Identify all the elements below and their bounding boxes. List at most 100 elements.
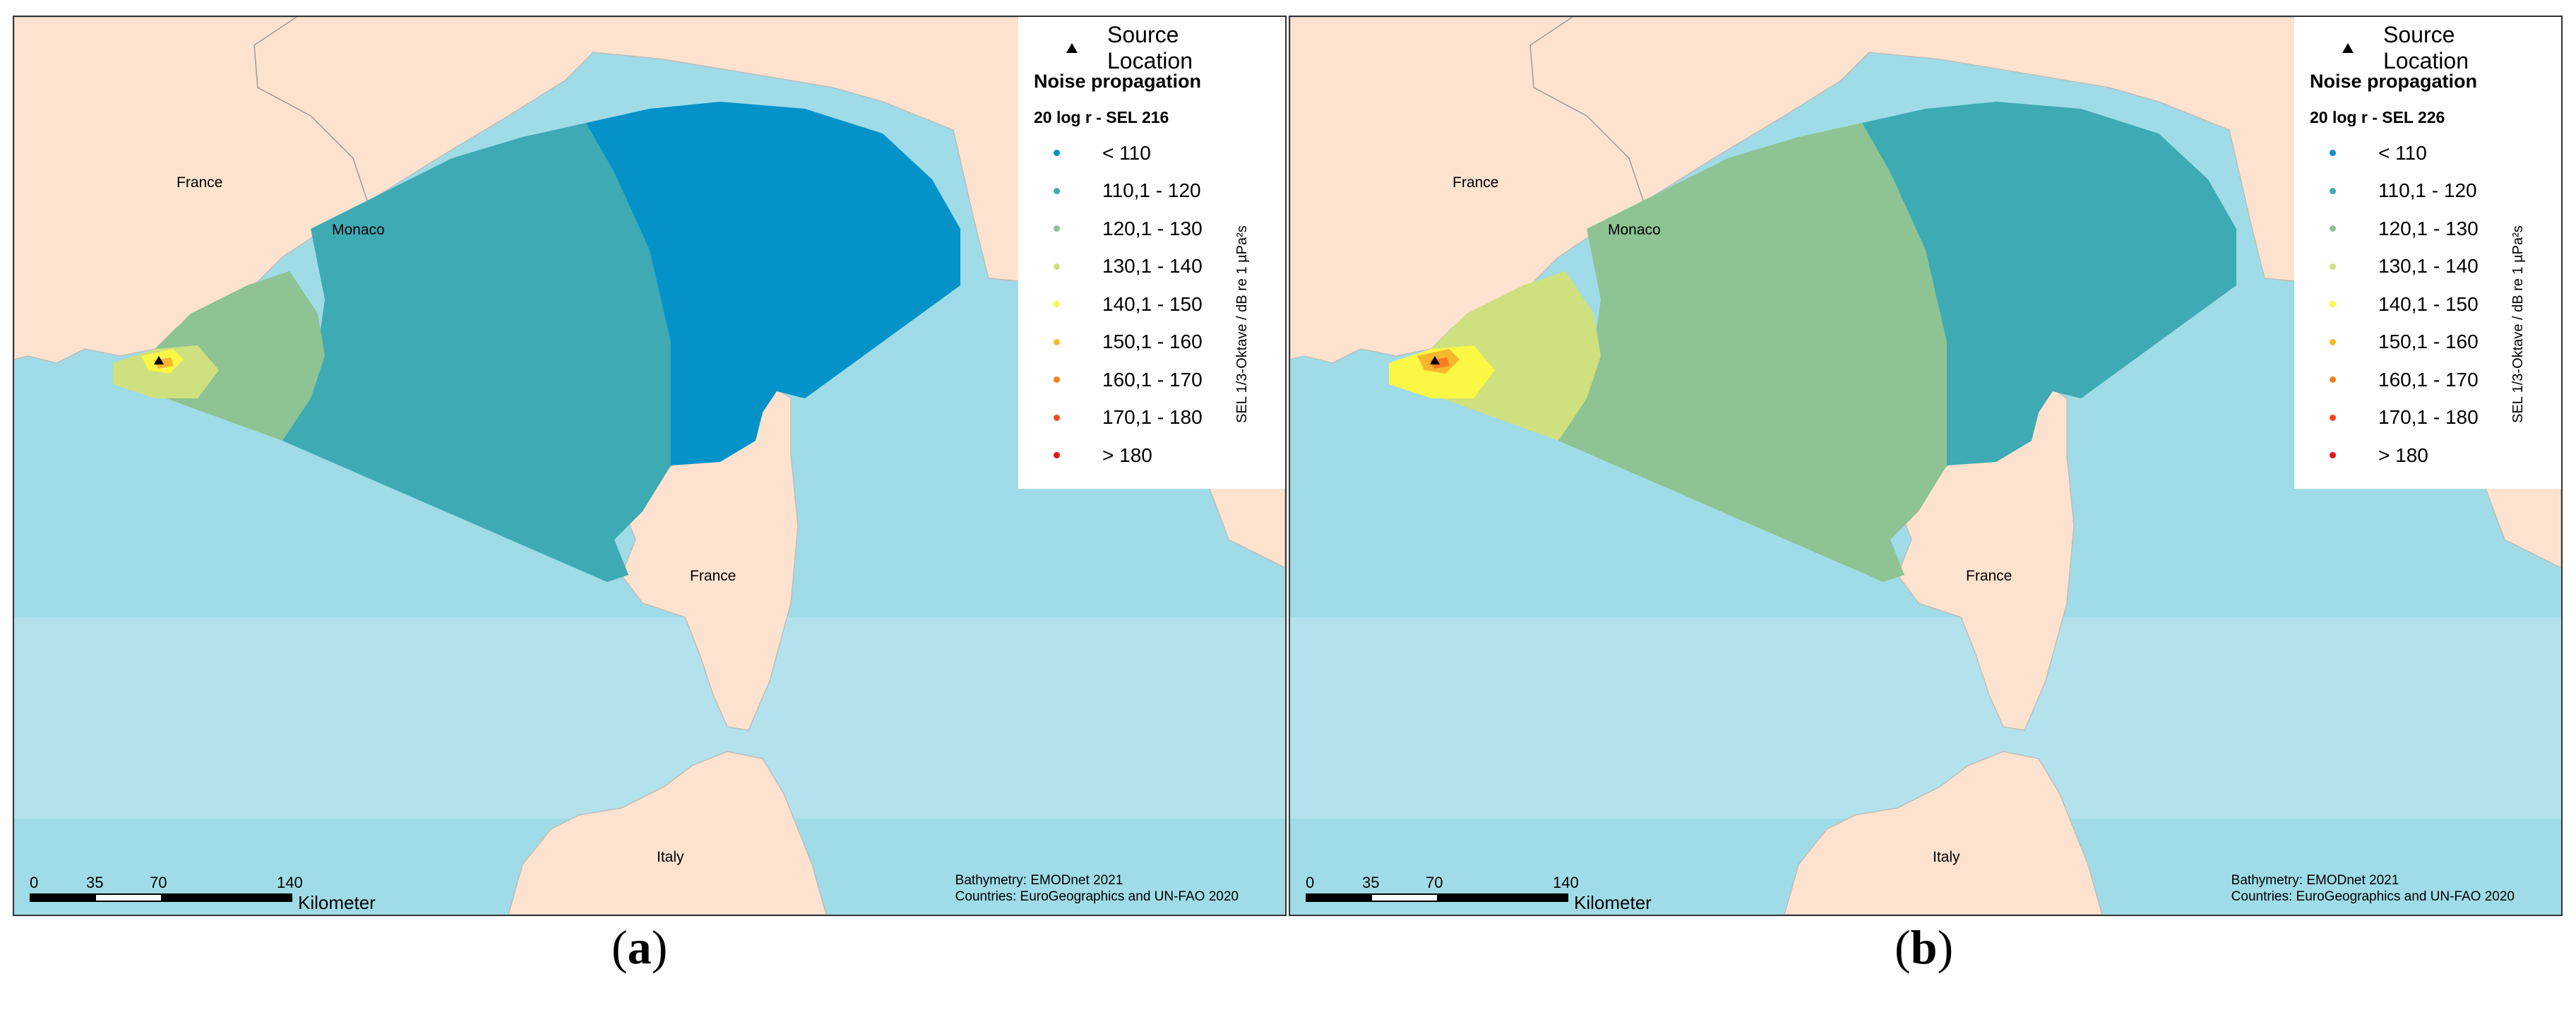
- label-italy: Italy: [1933, 849, 1960, 865]
- legend-swatch: [2330, 301, 2336, 308]
- credit-countries: Countries: EuroGeographics and UN-FAO 20…: [955, 889, 1239, 904]
- caption-letter: b: [1910, 920, 1938, 974]
- legend: Source Location Noise propagation 20 log…: [2294, 17, 2561, 489]
- legend-item: > 180: [1034, 436, 1270, 475]
- zone-110-120: [282, 123, 671, 582]
- map-credits: Bathymetry: EMODnet 2021 Countries: Euro…: [2231, 872, 2515, 905]
- map-credits: Bathymetry: EMODnet 2021 Countries: Euro…: [955, 872, 1239, 905]
- legend-swatch: [1054, 414, 1060, 421]
- scale-tick: 35: [86, 874, 104, 891]
- legend-item-label: < 110: [2378, 141, 2427, 164]
- legend-item: 170,1 - 180: [2310, 399, 2546, 437]
- legend-swatch: [1054, 187, 1060, 194]
- legend-swatch: [1054, 263, 1060, 270]
- caption-a: (a): [612, 920, 668, 974]
- legend-item: 140,1 - 150: [1034, 285, 1270, 323]
- triangle-icon: [1066, 43, 1078, 53]
- legend-item-label: 150,1 - 160: [1102, 331, 1203, 353]
- noise-zones: [113, 102, 960, 582]
- legend-item: > 180: [2310, 436, 2546, 475]
- label-monaco: Monaco: [1608, 222, 1661, 238]
- caption-letter: a: [627, 920, 652, 974]
- legend-heading: Noise propagation: [2310, 71, 2478, 92]
- label-france-corsica: France: [690, 568, 737, 584]
- legend-item-label: 140,1 - 150: [1102, 292, 1203, 315]
- credit-bathymetry: Bathymetry: EMODnet 2021: [955, 873, 1123, 888]
- source-location-marker: [154, 356, 164, 364]
- legend-item: 110,1 - 120: [1034, 172, 1270, 210]
- legend-item: 160,1 - 170: [1034, 361, 1270, 399]
- label-monaco: Monaco: [332, 222, 385, 238]
- scale-bar: 0 35 70 140 Kilometer: [30, 874, 453, 913]
- legend-item: < 110: [2310, 134, 2546, 172]
- legend-source-row: Source Location: [1034, 22, 1270, 73]
- sardinia-island: [508, 751, 827, 915]
- legend-item-label: > 180: [2378, 444, 2428, 466]
- legend-swatch: [2330, 338, 2336, 345]
- legend-source-row: Source Location: [2310, 22, 2546, 73]
- legend-items: < 110 110,1 - 120 120,1 - 130 130,1 - 140 14…: [1034, 134, 1270, 475]
- label-france-north: France: [177, 174, 223, 191]
- scale-bar-graphic: [1306, 893, 1568, 902]
- caption-b: (b): [1895, 920, 1954, 974]
- legend-item-label: > 180: [1102, 444, 1152, 466]
- scale-ticks: 0 35 70 140: [1306, 874, 1729, 893]
- scale-unit: Kilometer: [1574, 892, 1652, 913]
- zone-120-130: [1558, 123, 1947, 582]
- legend-item-label: 170,1 - 180: [2378, 406, 2479, 429]
- legend-source-label: Source Location: [1107, 22, 1193, 73]
- legend-items: < 110 110,1 - 120 120,1 - 130 130,1 - 140 14…: [2310, 134, 2546, 475]
- legend-item: 120,1 - 130: [1034, 210, 1270, 248]
- zone-lt110: [586, 102, 960, 465]
- scale-tick: 35: [1362, 874, 1380, 891]
- credit-bathymetry: Bathymetry: EMODnet 2021: [2231, 873, 2399, 888]
- legend-source-label: Source Location: [2383, 22, 2469, 73]
- legend-swatch: [2330, 376, 2336, 384]
- map-panel-a: France Monaco France Italy Source Locati…: [13, 16, 1287, 916]
- source-location-marker: [1430, 356, 1440, 364]
- scale-tick: 70: [1426, 874, 1443, 891]
- scale-tick: 140: [1553, 874, 1579, 891]
- triangle-icon: [2342, 43, 2354, 53]
- legend-swatch: [2330, 187, 2336, 194]
- legend-item: 130,1 - 140: [1034, 248, 1270, 286]
- label-france-north: France: [1453, 174, 1499, 191]
- legend: Source Location Noise propagation 20 log…: [1018, 17, 1285, 489]
- legend-item: 150,1 - 160: [2310, 323, 2546, 362]
- legend-item-label: 150,1 - 160: [2378, 331, 2479, 353]
- legend-subheading: 20 log r - SEL 226: [2310, 108, 2445, 126]
- legend-item-label: 160,1 - 170: [1102, 368, 1203, 391]
- scale-bar: 0 35 70 140 Kilometer: [1306, 874, 1729, 913]
- legend-item-label: 130,1 - 140: [2378, 255, 2479, 278]
- legend-item-label: < 110: [1102, 141, 1151, 164]
- legend-swatch: [1054, 301, 1060, 308]
- scale-bar-graphic: [30, 893, 292, 902]
- legend-subheading: 20 log r - SEL 216: [1034, 108, 1169, 126]
- zone-110-120: [1862, 102, 2236, 465]
- legend-swatch: [1054, 452, 1060, 459]
- legend-item-label: 160,1 - 170: [2378, 368, 2479, 391]
- legend-swatch: [2330, 452, 2336, 459]
- scale-tick: 70: [150, 874, 167, 891]
- scale-unit: Kilometer: [298, 892, 376, 913]
- legend-axis-label: SEL 1/3-Oktave / dB re 1 µPa²s: [1234, 225, 1250, 423]
- legend-swatch: [1054, 338, 1060, 345]
- legend-axis-label: SEL 1/3-Oktave / dB re 1 µPa²s: [2510, 225, 2526, 423]
- legend-swatch: [1054, 150, 1060, 157]
- legend-item-label: 110,1 - 120: [2378, 179, 2477, 202]
- legend-swatch: [1054, 225, 1060, 232]
- legend-item: 140,1 - 150: [2310, 285, 2546, 323]
- legend-item-label: 110,1 - 120: [1102, 179, 1201, 202]
- legend-item-label: 120,1 - 130: [2378, 217, 2479, 239]
- scale-tick: 0: [1306, 874, 1315, 891]
- label-italy: Italy: [657, 849, 684, 865]
- map-panel-b: France Monaco France Italy Source Locati…: [1289, 16, 2563, 916]
- bathymetry-band: [14, 617, 1285, 819]
- scale-tick: 0: [30, 874, 39, 891]
- legend-item: 130,1 - 140: [2310, 248, 2546, 286]
- legend-swatch: [2330, 414, 2336, 421]
- legend-swatch: [2330, 150, 2336, 157]
- legend-item-label: 140,1 - 150: [2378, 292, 2479, 315]
- legend-item: 160,1 - 170: [2310, 361, 2546, 399]
- legend-item-label: 130,1 - 140: [1102, 255, 1203, 278]
